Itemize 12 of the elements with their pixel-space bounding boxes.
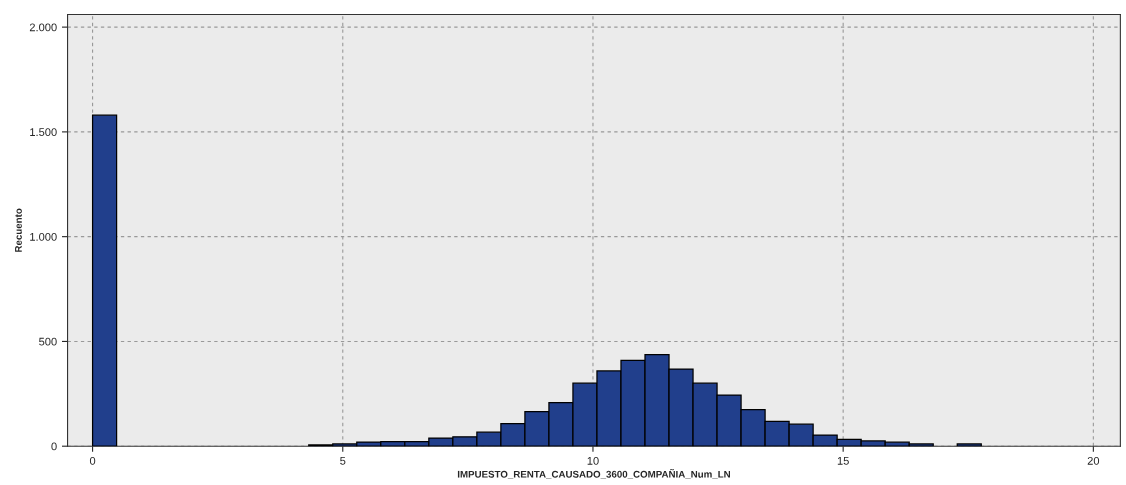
y-tick-label: 0 [51, 442, 57, 451]
y-axis-title: Recuento [15, 208, 22, 252]
x-tick-label: 10 [587, 456, 599, 465]
x-tick-label: 15 [837, 457, 849, 465]
x-tick-label: 5 [340, 457, 346, 465]
x-tick-label: 0 [89, 456, 96, 465]
y-tick-label: 500 [39, 337, 57, 346]
y-tick-label: 2.000 [29, 23, 57, 32]
x-tick-label: 20 [1087, 456, 1100, 465]
x-axis-title: IMPUESTO_RENTA_CAUSADO_3600_COMPAÑIA_Num_LN [457, 468, 730, 479]
y-tick-label: 1.500 [30, 128, 57, 137]
y-tick-label: 1.000 [30, 232, 57, 241]
